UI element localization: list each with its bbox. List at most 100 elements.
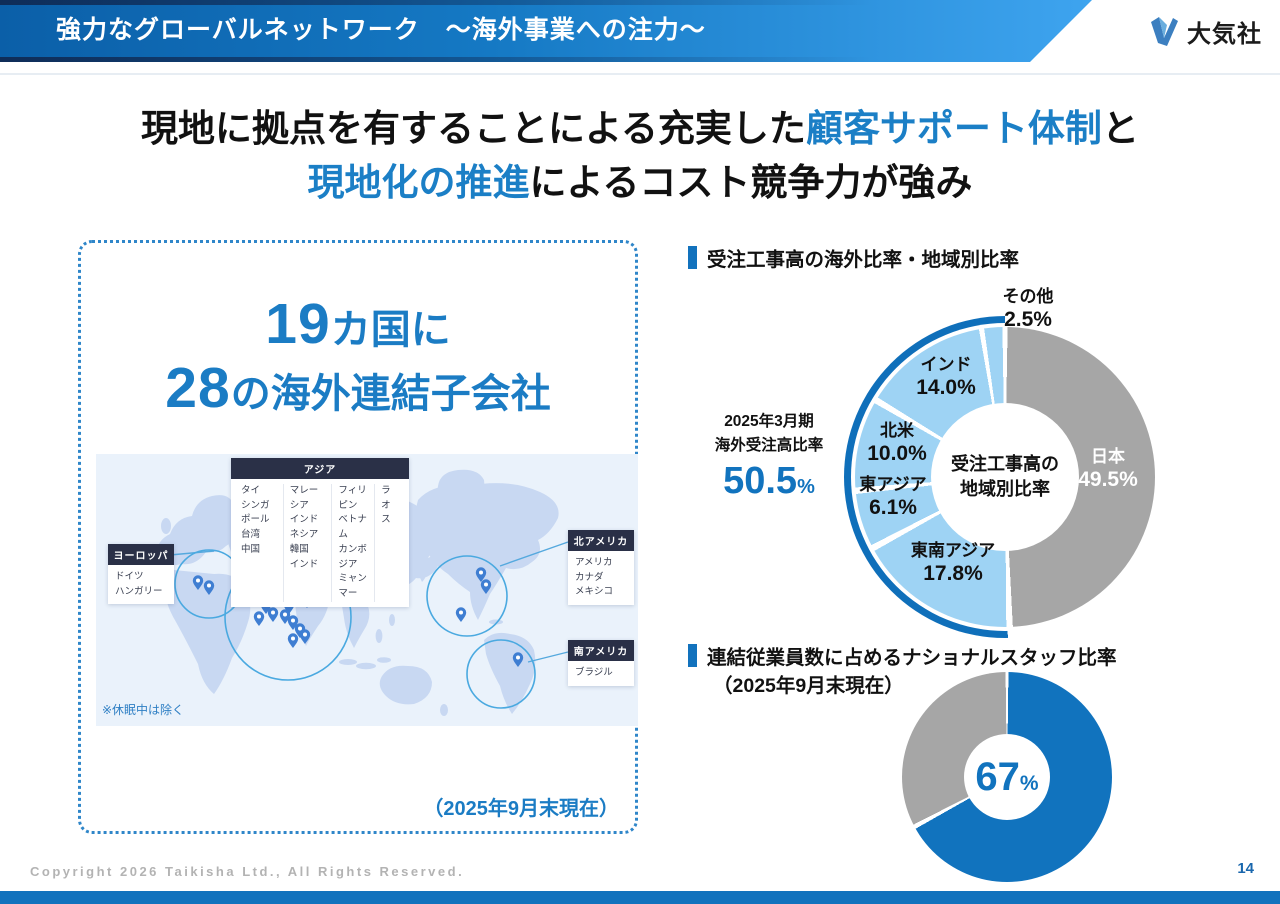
segment-value: 6.1% (869, 496, 917, 519)
asia-col-3: フィリピン ベトナム カンボジア ミャンマー (332, 484, 376, 602)
headline: 現地に拠点を有することによる充実した顧客サポート体制と 現地化の推進によるコスト… (0, 102, 1280, 210)
annotation-value: 50.5% (692, 460, 846, 508)
country: マレーシア (289, 485, 319, 511)
country: インドネシア (289, 514, 319, 541)
asia-col-2: マレーシア インドネシア 韓国 インド (284, 484, 333, 602)
subsidiary-counts: 19カ国に 28の海外連結子会社 (81, 295, 635, 423)
center-label-line-2: 地域別比率 (960, 479, 1050, 499)
header-underline (0, 73, 1280, 75)
south-america-circle (466, 639, 536, 709)
overseas-ratio-value: 50.5 (723, 460, 798, 502)
segment-label-japan: 日本 49.5% (1053, 446, 1163, 492)
segment-value: 2.5% (1004, 308, 1052, 331)
segment-value: 17.8% (923, 562, 983, 585)
segment-label-north-america: 北米 10.0% (842, 420, 952, 466)
segment-value: 10.0% (867, 442, 927, 465)
header: 強力なグローバルネットワーク ～海外事業への注力～ 大気社 (0, 0, 1280, 78)
region-box-europe-countries: ドイツ ハンガリー (108, 565, 174, 605)
region-box-europe-title: ヨーロッパ (108, 544, 174, 565)
country: ドイツ (115, 571, 144, 582)
orders-chart-title-text: 受注工事高の海外比率・地域別比率 (707, 249, 1020, 271)
headline-2-black: によるコスト競争力が強み (529, 162, 973, 203)
country: ブラジル (575, 667, 613, 678)
segment-name: 東南アジア (910, 541, 996, 560)
country: フィリピン (338, 485, 367, 511)
country: ラオス (381, 485, 391, 526)
segment-label-other: その他 2.5% (978, 286, 1078, 332)
country: 中国 (241, 543, 261, 555)
staff-chart-title-text: 連結従業員数に占めるナショナルスタッフ比率 (707, 647, 1117, 669)
subsidiaries-count-line: 28の海外連結子会社 (81, 359, 635, 423)
headline-line-1: 現地に拠点を有することによる充実した顧客サポート体制と (0, 102, 1280, 156)
region-box-europe: ヨーロッパ ドイツ ハンガリー (108, 544, 174, 605)
country: メキシコ (575, 586, 614, 598)
staff-chart-subtitle: （2025年9月末現在） (713, 675, 904, 697)
annotation-period: 2025年3月期 (724, 413, 814, 430)
company-logo: 大気社 (1145, 12, 1262, 50)
copyright-text: Copyright 2026 Taikisha Ltd., All Rights… (30, 864, 465, 879)
region-box-south-america-countries: ブラジル (568, 661, 634, 686)
country: 韓国 (289, 543, 309, 555)
country: カナダ (575, 571, 604, 583)
asia-col-1: タイ シンガポール 台湾 中国 (235, 484, 284, 602)
map-footnote: ※休眠中は除く (102, 703, 185, 717)
title-bar-icon (688, 644, 697, 667)
north-america-circle (426, 555, 508, 637)
as-of-date: （2025年9月末現在） (423, 798, 619, 820)
region-box-north-america: 北アメリカ アメリカ カナダ メキシコ (568, 530, 634, 606)
orders-donut-center-label: 受注工事高の 地域別比率 (951, 452, 1059, 502)
annotation-label: 海外受注高比率 (714, 437, 824, 454)
country: 台湾 (241, 529, 261, 541)
subsidiaries-suffix: の海外連結子会社 (230, 372, 551, 416)
staff-donut-center: 67% (964, 734, 1050, 820)
subsidiaries-count: 28 (165, 356, 231, 420)
header-band: 強力なグローバルネットワーク ～海外事業への注力～ (0, 0, 1092, 62)
country: ベトナム (338, 514, 367, 541)
orders-donut-chart: 受注工事高の 地域別比率 その他 2.5% インド 14.0% 北米 10.0%… (842, 287, 1166, 638)
headline-1-black: 現地に拠点を有することによる充実した (141, 108, 806, 149)
countries-count-line: 19カ国に (81, 295, 635, 359)
country: ハンガリー (115, 585, 163, 597)
staff-ratio-value: 67 (975, 754, 1020, 799)
slide-title: 強力なグローバルネットワーク ～海外事業への注力～ (56, 16, 706, 44)
orders-chart-title: 受注工事高の海外比率・地域別比率 (688, 243, 1019, 272)
footer-accent-bar (0, 891, 1280, 904)
region-box-north-america-title: 北アメリカ (568, 530, 634, 551)
country: シンガポール (241, 499, 270, 526)
segment-label-southeast-asia: 東南アジア 17.8% (898, 540, 1008, 586)
world-map: アジア タイ シンガポール 台湾 中国 マレーシア インドネシア 韓国 インド … (96, 454, 638, 726)
region-box-asia: アジア タイ シンガポール 台湾 中国 マレーシア インドネシア 韓国 インド … (231, 458, 409, 607)
segment-name: インド (920, 355, 972, 374)
countries-count: 19 (265, 292, 331, 356)
region-box-south-america: 南アメリカ ブラジル (568, 640, 634, 686)
headline-1-blue: 顧客サポート体制 (805, 108, 1102, 149)
headline-1-tail: と (1101, 108, 1139, 149)
center-label-line-1: 受注工事高の (951, 454, 1059, 474)
segment-name: 北米 (880, 421, 914, 440)
logo-text: 大気社 (1187, 20, 1262, 48)
staff-ratio-label: 67% (975, 755, 1038, 800)
country: カンボジア (338, 543, 367, 570)
region-box-north-america-countries: アメリカ カナダ メキシコ (568, 551, 634, 606)
segment-name: 東アジア (859, 475, 927, 494)
region-box-south-america-title: 南アメリカ (568, 640, 634, 661)
segment-label-east-asia: 東アジア 6.1% (838, 474, 948, 520)
global-network-panel: 19カ国に 28の海外連結子会社 (78, 240, 638, 834)
overseas-ratio-unit: % (797, 476, 815, 498)
headline-line-2: 現地化の推進によるコスト競争力が強み (0, 156, 1280, 210)
segment-label-india: インド 14.0% (891, 354, 1001, 400)
asia-col-4: ラオス (375, 484, 405, 602)
region-box-asia-title: アジア (231, 458, 409, 479)
segment-value: 14.0% (916, 376, 976, 399)
staff-donut-chart: 67% (902, 672, 1112, 882)
logo-v-icon (1151, 17, 1178, 46)
country: アメリカ (575, 557, 613, 568)
page-number: 14 (1237, 860, 1254, 877)
staff-ratio-unit: % (1019, 771, 1039, 795)
title-bar-icon (688, 246, 697, 269)
staff-chart-title: 連結従業員数に占めるナショナルスタッフ比率 (688, 641, 1117, 670)
overseas-ratio-annotation: 2025年3月期 海外受注高比率 50.5% (692, 410, 846, 508)
orders-donut-center: 受注工事高の 地域別比率 (931, 403, 1079, 551)
country: インド (289, 558, 319, 570)
region-box-asia-countries: タイ シンガポール 台湾 中国 マレーシア インドネシア 韓国 インド フィリピ… (231, 479, 409, 607)
